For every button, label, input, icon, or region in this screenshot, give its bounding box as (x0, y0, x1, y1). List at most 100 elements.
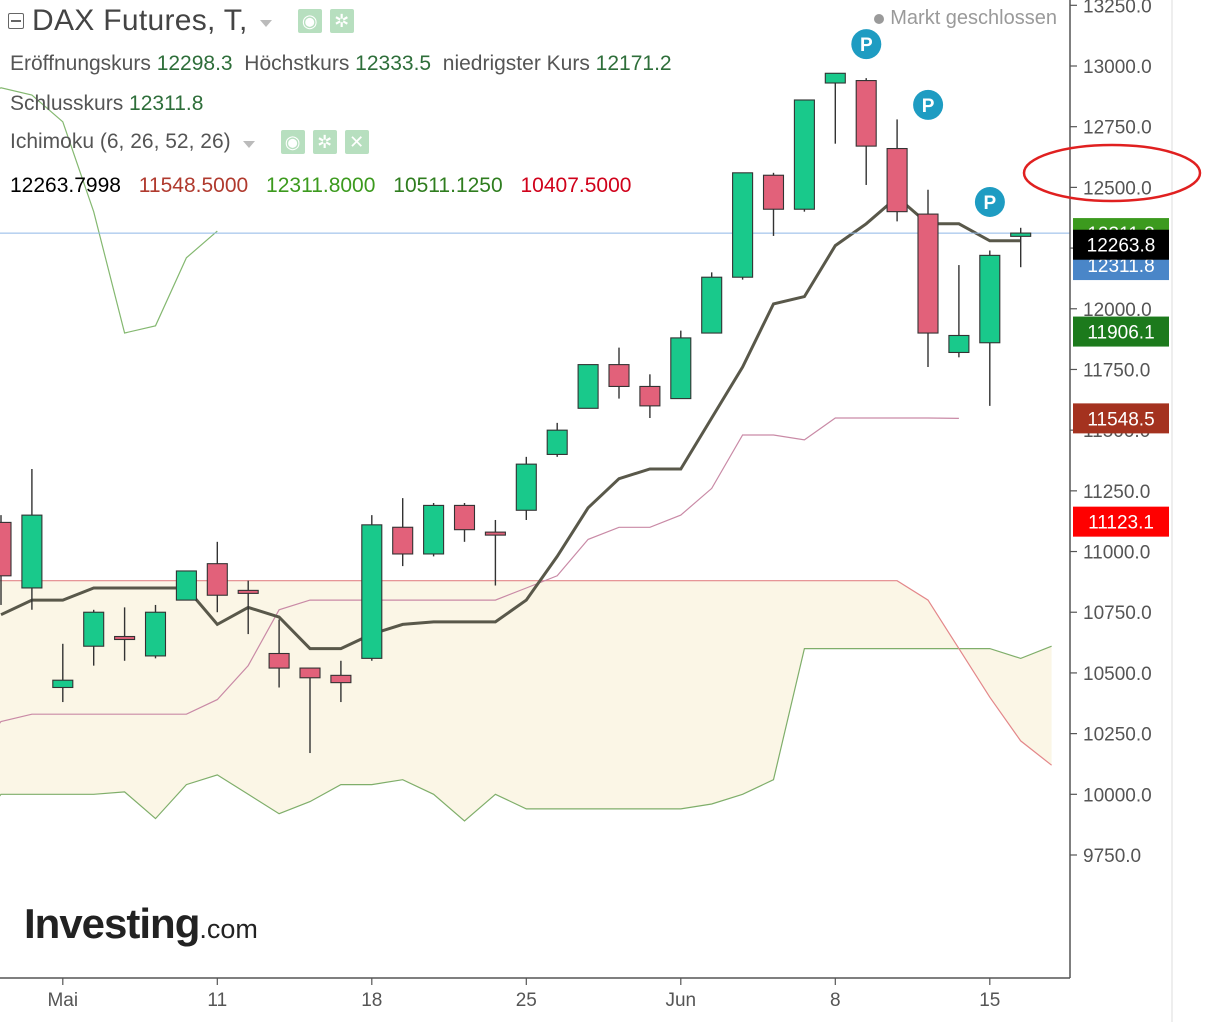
candle-body (484, 531, 506, 536)
gear-icon[interactable]: ✲ (312, 130, 337, 154)
candle[interactable] (1010, 227, 1032, 268)
indicator-value-span-b: 10407.5000 (520, 174, 632, 197)
axes[interactable]: 13250.013000.012750.012500.012250.012000… (0, 0, 1173, 1022)
candle[interactable] (608, 347, 630, 399)
candle-body (979, 254, 1001, 344)
candle[interactable] (948, 265, 970, 358)
candle[interactable] (824, 72, 846, 144)
candle[interactable] (886, 119, 908, 222)
indicator-label[interactable]: Ichimoku (6, 26, 52, 26) (10, 130, 231, 153)
market-status: Markt geschlossen (874, 7, 1057, 30)
candle[interactable] (206, 541, 228, 613)
candle[interactable] (701, 272, 723, 334)
candle-body (423, 504, 445, 555)
price-tag-bg (1073, 229, 1169, 260)
candle[interactable] (361, 515, 383, 661)
logo-main: Investing (24, 900, 200, 947)
conversion-line (0, 195, 1021, 651)
candle[interactable] (732, 172, 754, 280)
open-value: 12298.3 (156, 52, 233, 75)
candle[interactable] (175, 570, 197, 601)
candle-body (886, 147, 908, 213)
close-icon[interactable]: ✕ (344, 130, 369, 154)
candle[interactable] (546, 422, 568, 457)
candle-body (855, 80, 877, 147)
candle[interactable] (237, 580, 259, 635)
indicator-value-lagging: 12311.8000 (266, 174, 376, 197)
candle[interactable] (114, 607, 136, 661)
candle[interactable] (423, 502, 445, 557)
candle[interactable] (21, 468, 43, 610)
indicator-row: Ichimoku (6, 26, 52, 26) ◉ ✲ ✕ (10, 130, 369, 154)
ohlc-row-2: Schlusskurs 12311.8 (10, 92, 203, 116)
pivot-markers[interactable]: P P P (851, 29, 1005, 217)
y-tick-label: 12500.0 (1083, 178, 1152, 199)
y-tick-label: 10250.0 (1083, 725, 1152, 746)
instrument-title[interactable]: DAX Futures, T, (32, 4, 248, 37)
price-tag-bg (1073, 506, 1169, 537)
ichimoku-lines (0, 87, 1052, 822)
candle-body (83, 611, 105, 647)
status-dot-icon (874, 13, 885, 24)
price-labels: 12311.812311.812263.811906.111548.511123… (1073, 218, 1169, 537)
y-tick-label: 13250.0 (1083, 0, 1152, 17)
candle-body (762, 174, 785, 210)
candle[interactable] (330, 660, 352, 703)
price-tag-text: 11123.1 (1088, 513, 1154, 534)
candle[interactable] (392, 498, 414, 567)
pivot-badge (851, 29, 882, 60)
candle[interactable] (639, 374, 661, 419)
candle[interactable] (515, 456, 537, 520)
chevron-down-icon[interactable] (259, 19, 272, 27)
investing-logo: Investing .com (24, 900, 258, 948)
candle[interactable] (83, 609, 105, 666)
indicator-values: 12263.7998 11548.5000 12311.8000 10511.1… (10, 174, 643, 198)
candle[interactable] (979, 250, 1001, 406)
candle[interactable] (268, 619, 290, 688)
candle[interactable] (453, 502, 476, 542)
base-line (0, 417, 959, 724)
pivot-marker[interactable]: P (913, 89, 944, 120)
candle[interactable] (855, 78, 877, 185)
candle-body (237, 589, 259, 594)
candles[interactable] (0, 72, 1032, 754)
y-tick-label: 10750.0 (1083, 603, 1152, 624)
candle[interactable] (917, 189, 939, 368)
cloud-fill (0, 580, 1052, 821)
candle[interactable] (299, 667, 321, 754)
candle-body (144, 611, 167, 657)
x-tick-label: 11 (207, 990, 227, 1011)
pivot-marker[interactable]: P (851, 29, 882, 60)
lagging-span-line (0, 87, 218, 334)
price-tag-bg (1073, 403, 1169, 434)
candle-body (114, 635, 136, 641)
low-value: 12171.2 (595, 52, 672, 75)
y-tick-label: 10500.0 (1083, 664, 1152, 685)
candle[interactable] (762, 172, 785, 236)
candle[interactable] (144, 604, 167, 659)
candle-body (206, 563, 228, 596)
candle-body (577, 364, 599, 409)
indicator-value-conversion: 12263.7998 (10, 174, 121, 197)
low-label: niedrigster Kurs (442, 52, 590, 75)
candle[interactable] (577, 364, 599, 409)
pivot-badge (913, 89, 944, 120)
candle[interactable] (484, 519, 506, 586)
eye-icon[interactable]: ◉ (297, 9, 322, 33)
y-tick-label: 10000.0 (1083, 785, 1152, 806)
pivot-marker[interactable]: P (974, 186, 1005, 217)
gear-icon[interactable]: ✲ (329, 9, 354, 33)
candle[interactable] (670, 330, 692, 400)
chevron-down-icon[interactable] (242, 140, 255, 148)
candle[interactable] (0, 515, 12, 605)
candle[interactable] (52, 643, 74, 703)
candle[interactable] (793, 99, 815, 212)
senkou-span-b-line (0, 580, 1052, 766)
eye-icon[interactable]: ◉ (280, 130, 305, 154)
close-label: Schlusskurs (10, 92, 124, 115)
indicator-value-span-a: 10511.1250 (393, 174, 503, 197)
indicator-value-base: 11548.5000 (138, 174, 249, 197)
collapse-icon[interactable] (8, 13, 24, 29)
